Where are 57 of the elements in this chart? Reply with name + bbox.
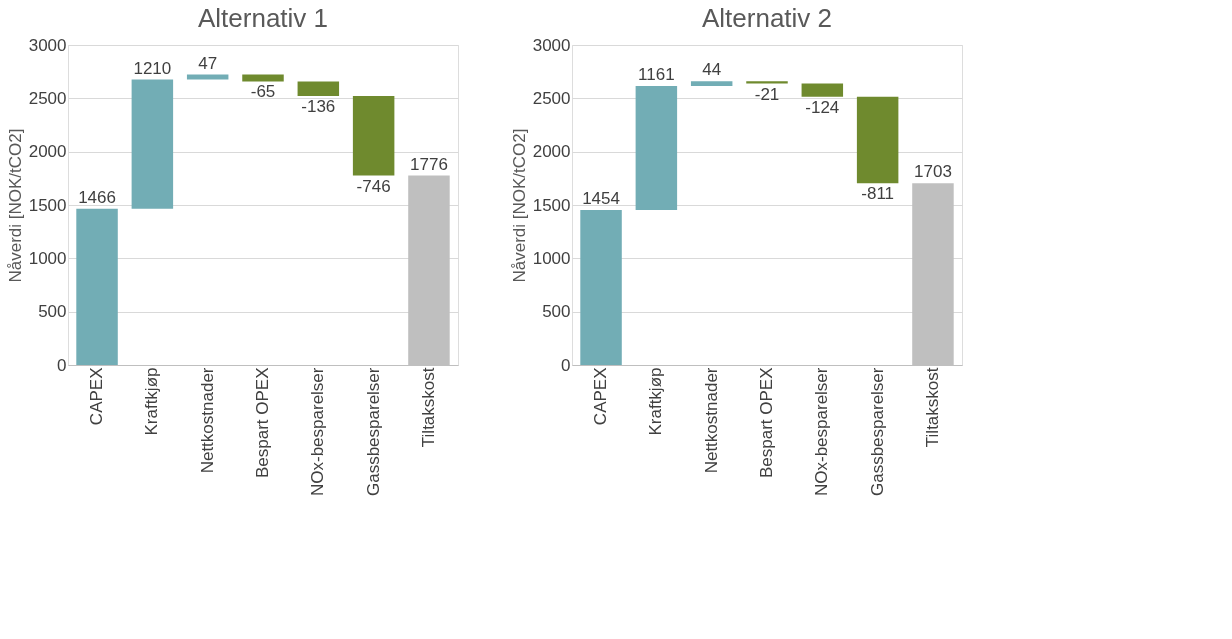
bar <box>746 81 788 84</box>
data-label: -124 <box>805 97 840 117</box>
bar <box>297 81 340 96</box>
bar <box>690 81 733 87</box>
y-tick-label: 1000 <box>28 248 67 268</box>
bar <box>801 83 844 97</box>
y-tick-label: 0 <box>57 355 67 375</box>
y-tick-label: 2000 <box>532 142 571 162</box>
x-tick-label: CAPEX <box>591 367 611 426</box>
x-tick-label: NOx-besparelser <box>308 367 328 496</box>
y-tick-label: 3000 <box>28 35 67 55</box>
x-tick-label: Tiltakskost <box>922 367 942 448</box>
y-tick-label: 2000 <box>28 142 67 162</box>
data-label: 44 <box>702 60 722 80</box>
bar <box>76 208 118 365</box>
x-tick-label: Gassbesparelser <box>867 367 887 497</box>
chart-title: Alternativ 2 <box>701 3 833 33</box>
x-tick-label: Tiltakskost <box>418 367 438 448</box>
x-tick-label: Kraftkjøp <box>646 367 666 436</box>
y-tick-label: 2500 <box>28 88 67 108</box>
y-tick-label: 1500 <box>28 195 67 215</box>
x-tick-label: Nettkostnader <box>701 367 721 474</box>
y-tick-label: 1000 <box>532 248 571 268</box>
data-label: -746 <box>356 176 391 196</box>
chart-title: Alternativ 1 <box>197 3 329 33</box>
y-tick-label: 1500 <box>532 195 571 215</box>
y-tick-label: 2500 <box>532 88 571 108</box>
y-tick-label: 0 <box>561 355 571 375</box>
x-tick-label: Kraftkjøp <box>142 367 162 436</box>
x-tick-label: NOx-besparelser <box>812 367 832 496</box>
data-label: -65 <box>250 82 276 102</box>
bar <box>131 79 174 209</box>
bar <box>186 74 229 80</box>
data-label: 1466 <box>78 187 116 207</box>
data-label: -811 <box>861 184 895 204</box>
data-label: 1703 <box>914 162 952 182</box>
y-axis-title: Nåverdi [NOK/tCO2] <box>5 128 25 283</box>
x-tick-label: Bespart OPEX <box>757 367 776 479</box>
data-label: -21 <box>754 84 780 104</box>
x-tick-label: CAPEX <box>87 367 107 426</box>
x-tick-label: Bespart OPEX <box>253 367 272 479</box>
x-tick-label: Nettkostnader <box>197 367 217 474</box>
data-label: 1776 <box>410 154 448 174</box>
x-tick-label: Gassbesparelser <box>363 367 383 497</box>
y-tick-label: 3000 <box>532 35 571 55</box>
data-label: 47 <box>198 53 218 73</box>
y-axis-title: Nåverdi [NOK/tCO2] <box>509 128 529 283</box>
y-tick-label: 500 <box>542 302 571 322</box>
bar <box>580 209 622 365</box>
bar <box>352 95 395 176</box>
data-label: 1161 <box>638 65 675 85</box>
bar <box>635 86 678 210</box>
data-label: 1454 <box>582 188 620 208</box>
bar <box>856 96 899 184</box>
data-label: -136 <box>301 96 336 116</box>
data-label: 1210 <box>133 58 172 78</box>
y-tick-label: 500 <box>38 302 67 322</box>
